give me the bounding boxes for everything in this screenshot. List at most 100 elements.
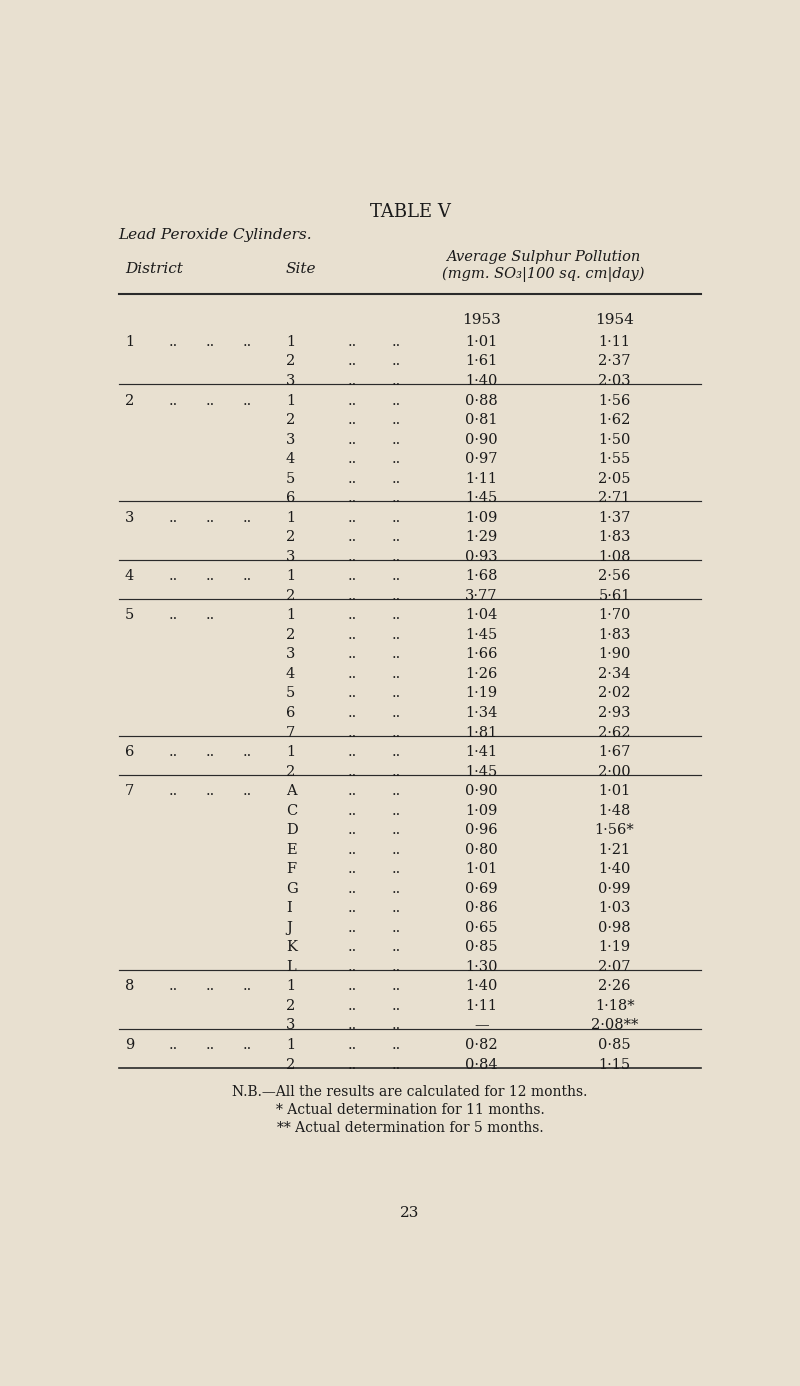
Text: 2·37: 2·37 <box>598 355 631 369</box>
Text: District: District <box>125 262 182 276</box>
Text: 4: 4 <box>125 570 134 584</box>
Text: 2·34: 2·34 <box>598 667 631 681</box>
Text: L: L <box>286 960 296 974</box>
Text: D: D <box>286 823 298 837</box>
Text: 1·01: 1·01 <box>465 862 498 876</box>
Text: ..: .. <box>348 510 358 525</box>
Text: 0·84: 0·84 <box>465 1058 498 1071</box>
Text: 1·56: 1·56 <box>598 394 630 407</box>
Text: ..: .. <box>206 1038 214 1052</box>
Text: ..: .. <box>391 862 401 876</box>
Text: 3: 3 <box>286 1019 295 1033</box>
Text: 7: 7 <box>286 725 295 740</box>
Text: ..: .. <box>348 550 358 564</box>
Text: ..: .. <box>242 784 252 798</box>
Text: 1·26: 1·26 <box>465 667 498 681</box>
Text: 2: 2 <box>286 589 295 603</box>
Text: ..: .. <box>168 608 178 622</box>
Text: ..: .. <box>242 980 252 994</box>
Text: 2·03: 2·03 <box>598 374 631 388</box>
Text: 0·80: 0·80 <box>465 843 498 857</box>
Text: 1·67: 1·67 <box>598 746 630 760</box>
Text: 0·85: 0·85 <box>465 940 498 955</box>
Text: ..: .. <box>206 746 214 760</box>
Text: ..: .. <box>348 940 358 955</box>
Text: G: G <box>286 881 298 895</box>
Text: 1: 1 <box>286 335 295 349</box>
Text: TABLE V: TABLE V <box>370 202 450 220</box>
Text: ..: .. <box>391 823 401 837</box>
Text: ..: .. <box>391 940 401 955</box>
Text: ..: .. <box>348 843 358 857</box>
Text: ..: .. <box>242 510 252 525</box>
Text: ..: .. <box>391 901 401 915</box>
Text: 1: 1 <box>286 570 295 584</box>
Text: 1·09: 1·09 <box>465 510 498 525</box>
Text: ..: .. <box>348 686 358 700</box>
Text: ..: .. <box>348 667 358 681</box>
Text: ..: .. <box>348 491 358 505</box>
Text: 1·83: 1·83 <box>598 531 631 545</box>
Text: Site: Site <box>286 262 317 276</box>
Text: 1·50: 1·50 <box>598 432 630 446</box>
Text: ..: .. <box>348 765 358 779</box>
Text: ..: .. <box>391 999 401 1013</box>
Text: 1·61: 1·61 <box>465 355 498 369</box>
Text: 2·71: 2·71 <box>598 491 630 505</box>
Text: 1·18*: 1·18* <box>594 999 634 1013</box>
Text: 1·70: 1·70 <box>598 608 630 622</box>
Text: 7: 7 <box>125 784 134 798</box>
Text: ..: .. <box>348 980 358 994</box>
Text: ..: .. <box>168 784 178 798</box>
Text: ..: .. <box>348 1038 358 1052</box>
Text: 1·29: 1·29 <box>465 531 498 545</box>
Text: 0·69: 0·69 <box>465 881 498 895</box>
Text: 2·56: 2·56 <box>598 570 631 584</box>
Text: ..: .. <box>206 980 214 994</box>
Text: 0·90: 0·90 <box>465 784 498 798</box>
Text: F: F <box>286 862 296 876</box>
Text: ..: .. <box>348 570 358 584</box>
Text: 2·07: 2·07 <box>598 960 631 974</box>
Text: (mgm. SO₃|100 sq. cm|day): (mgm. SO₃|100 sq. cm|day) <box>442 266 645 281</box>
Text: 1: 1 <box>286 1038 295 1052</box>
Text: 1·41: 1·41 <box>466 746 498 760</box>
Text: ..: .. <box>242 570 252 584</box>
Text: E: E <box>286 843 297 857</box>
Text: 0·99: 0·99 <box>598 881 631 895</box>
Text: ..: .. <box>242 1038 252 1052</box>
Text: ..: .. <box>168 570 178 584</box>
Text: 6: 6 <box>286 705 295 719</box>
Text: ..: .. <box>391 531 401 545</box>
Text: ..: .. <box>168 1038 178 1052</box>
Text: ..: .. <box>348 355 358 369</box>
Text: 1·66: 1·66 <box>465 647 498 661</box>
Text: K: K <box>286 940 297 955</box>
Text: 2·02: 2·02 <box>598 686 631 700</box>
Text: ..: .. <box>391 589 401 603</box>
Text: ..: .. <box>391 960 401 974</box>
Text: 1·62: 1·62 <box>598 413 630 427</box>
Text: ..: .. <box>391 335 401 349</box>
Text: J: J <box>286 920 292 934</box>
Text: 0·88: 0·88 <box>465 394 498 407</box>
Text: 0·90: 0·90 <box>465 432 498 446</box>
Text: ..: .. <box>391 1058 401 1071</box>
Text: ..: .. <box>168 746 178 760</box>
Text: 1·56*: 1·56* <box>594 823 634 837</box>
Text: 3: 3 <box>286 374 295 388</box>
Text: 1·40: 1·40 <box>598 862 630 876</box>
Text: —: — <box>474 1019 489 1033</box>
Text: 2·00: 2·00 <box>598 765 631 779</box>
Text: * Actual determination for 11 months.: * Actual determination for 11 months. <box>276 1103 544 1117</box>
Text: ..: .. <box>391 881 401 895</box>
Text: 1·37: 1·37 <box>598 510 630 525</box>
Text: 1·40: 1·40 <box>465 980 498 994</box>
Text: ..: .. <box>168 510 178 525</box>
Text: 1·01: 1·01 <box>465 335 498 349</box>
Text: ..: .. <box>168 335 178 349</box>
Text: 3·77: 3·77 <box>465 589 498 603</box>
Text: 9: 9 <box>125 1038 134 1052</box>
Text: 1: 1 <box>286 746 295 760</box>
Text: ..: .. <box>391 628 401 642</box>
